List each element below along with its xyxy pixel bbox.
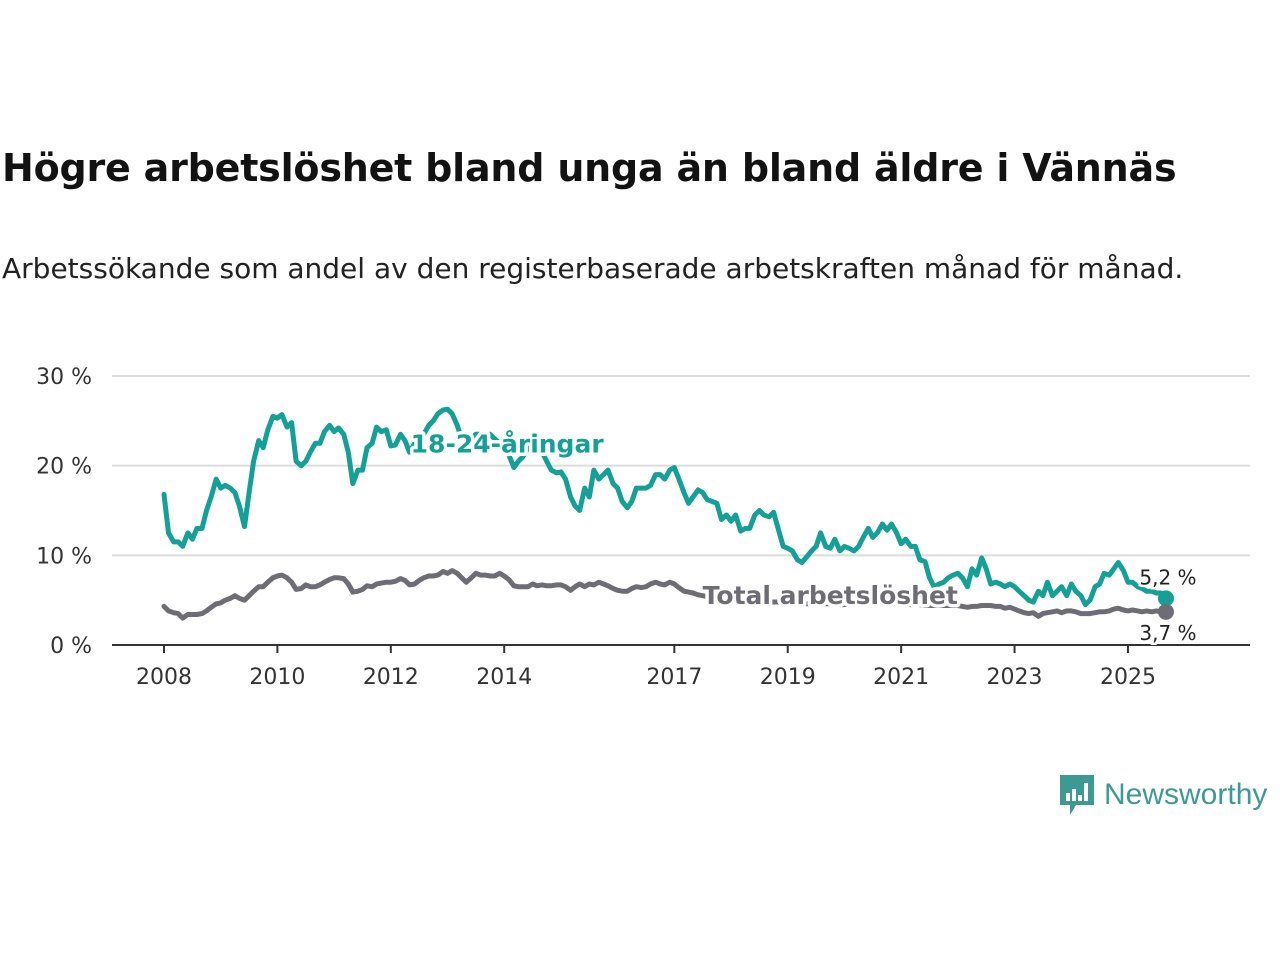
series-line-total bbox=[161, 568, 1169, 621]
x-tick-label: 2017 bbox=[646, 665, 702, 690]
x-tick-label: 2019 bbox=[760, 665, 816, 690]
x-axis: 2008 2010 2012 2014 2017 2019 2021 2023 2025 bbox=[112, 644, 1250, 690]
x-tick-label: 2014 bbox=[476, 665, 532, 690]
x-tick-label: 2023 bbox=[987, 665, 1043, 690]
x-tick-label: 2008 bbox=[136, 665, 192, 690]
chart-labels: 18-24-åringar Total arbetslöshet 5,2 % 3,7 … bbox=[407, 426, 1199, 648]
y-tick-label: 20 % bbox=[36, 455, 92, 480]
series-name-label: 18-24-åringar bbox=[411, 429, 605, 458]
x-tick-label: 2021 bbox=[873, 665, 929, 690]
newsworthy-logo-icon bbox=[1060, 775, 1094, 815]
end-point-marker bbox=[1157, 603, 1174, 620]
x-tick-label: 2012 bbox=[363, 665, 419, 690]
end-point-marker bbox=[1157, 590, 1174, 607]
chart-subtitle: Arbetssökande som andel av den registerb… bbox=[2, 252, 1184, 285]
chart-title: Högre arbetslöshet bland unga än bland ä… bbox=[2, 146, 1177, 190]
brand-name: Newsworthy bbox=[1104, 778, 1268, 811]
brand-logo: Newsworthy bbox=[1058, 773, 1267, 817]
gridlines: 0 % 10 % 20 % 30 % bbox=[36, 365, 1250, 659]
series-lines bbox=[161, 406, 1174, 621]
y-tick-label: 10 % bbox=[36, 544, 92, 569]
series-line-youth bbox=[161, 406, 1169, 608]
x-tick-label: 2025 bbox=[1100, 665, 1156, 690]
end-value-label: 3,7 % bbox=[1139, 621, 1196, 645]
end-value-label: 5,2 % bbox=[1139, 565, 1196, 589]
y-tick-label: 30 % bbox=[36, 365, 92, 390]
y-tick-label: 0 % bbox=[50, 634, 92, 659]
series-name-label: Total arbetslöshet bbox=[703, 581, 958, 610]
x-tick-label: 2010 bbox=[249, 665, 305, 690]
